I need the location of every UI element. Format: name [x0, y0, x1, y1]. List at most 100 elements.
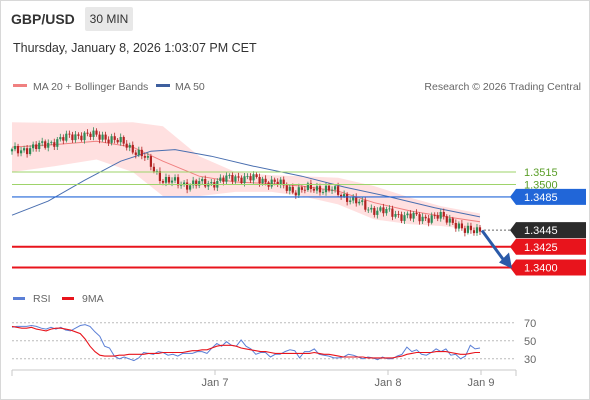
candle-body [62, 137, 65, 141]
candle [95, 128, 98, 137]
candle [98, 131, 101, 144]
candle-body [355, 196, 358, 204]
candle-body [373, 207, 376, 215]
candle-body [306, 183, 309, 190]
candle [29, 145, 32, 156]
candle-body [427, 218, 430, 223]
candle-body [83, 132, 86, 141]
candle [234, 174, 237, 184]
candle [128, 142, 131, 152]
candle [460, 220, 463, 231]
candle-body [343, 194, 346, 197]
candle-body [249, 176, 252, 181]
candle-body [167, 177, 171, 183]
candle [198, 177, 201, 189]
candle [80, 132, 83, 142]
candle [41, 137, 44, 147]
candle-body [246, 176, 249, 177]
forecast-arrow-head [499, 252, 512, 269]
candle [240, 175, 243, 185]
candle-body [273, 179, 276, 182]
candle [192, 176, 195, 189]
candle-body [192, 180, 195, 186]
candle [436, 212, 439, 222]
rsi-legend-swatch [13, 297, 25, 300]
candle-body [122, 137, 125, 144]
x-axis-ticks: Jan 7 Jan 8 Jan 9 [202, 370, 494, 389]
candle-body [89, 133, 92, 137]
candle-body [382, 207, 385, 214]
candle-body [327, 185, 331, 191]
candle [116, 138, 119, 144]
x-tick-label: Jan 7 [202, 377, 229, 389]
rsi-legend-label: RSI [33, 293, 51, 305]
candle [180, 181, 183, 189]
candle-body [35, 144, 38, 149]
forecast-arrow-shaft [480, 229, 506, 262]
candle-body [38, 142, 41, 149]
candle-body [222, 177, 225, 182]
candle [177, 174, 180, 189]
candle-body [225, 175, 228, 182]
timeframe-badge[interactable]: 30 MIN [85, 7, 133, 31]
candle-body [44, 141, 47, 148]
rsi-ma9-line [11, 325, 480, 359]
candle [288, 184, 291, 195]
candle [252, 171, 255, 184]
candle [222, 175, 225, 186]
candle-body [448, 218, 451, 223]
candle [475, 224, 479, 236]
candle-body [261, 178, 264, 184]
candle [167, 174, 171, 185]
candle-body [300, 187, 303, 190]
candle [92, 127, 95, 141]
candle-body [400, 214, 403, 221]
candle-body [364, 200, 367, 210]
candle [412, 211, 415, 223]
candle-body [161, 181, 165, 183]
candle-body [110, 136, 113, 143]
candle-body [454, 223, 457, 229]
candle [448, 214, 451, 227]
candle [16, 143, 20, 157]
candle-body [137, 149, 140, 155]
pivot-tag-bg [510, 188, 586, 205]
candle [379, 205, 382, 213]
candle-body [177, 177, 180, 186]
candle-body [92, 130, 95, 137]
candle-body [415, 212, 418, 215]
candle-body [80, 135, 83, 141]
candle [204, 175, 207, 189]
candle-body [334, 186, 337, 190]
rsi-tick-label: 70 [524, 318, 536, 330]
ma50-legend-swatch [156, 84, 170, 87]
candle [53, 138, 56, 150]
candle [225, 172, 228, 185]
candle-body [77, 134, 80, 136]
candle [352, 194, 355, 204]
candle [457, 221, 460, 232]
support-tag-bg [510, 238, 586, 255]
rsi-panel: 70 50 30 [11, 318, 536, 366]
candle [137, 146, 140, 158]
candle-body [95, 130, 98, 135]
candle [376, 207, 379, 219]
candle [370, 204, 373, 213]
candle-body [71, 134, 74, 141]
candle-body [358, 201, 361, 204]
candle-body [107, 139, 110, 143]
candle [388, 205, 391, 212]
candles-layer [10, 127, 482, 237]
candle [71, 131, 74, 143]
candle-body [424, 216, 427, 219]
candle-body [116, 139, 119, 143]
candle [421, 213, 424, 224]
candle-body [56, 139, 59, 147]
candle-body [219, 177, 222, 181]
candle [83, 131, 86, 144]
resistance-label: 1.3500 [524, 179, 558, 191]
candle [228, 173, 231, 179]
candle-body [388, 208, 391, 210]
candle-body [367, 209, 370, 211]
candle [20, 147, 23, 157]
